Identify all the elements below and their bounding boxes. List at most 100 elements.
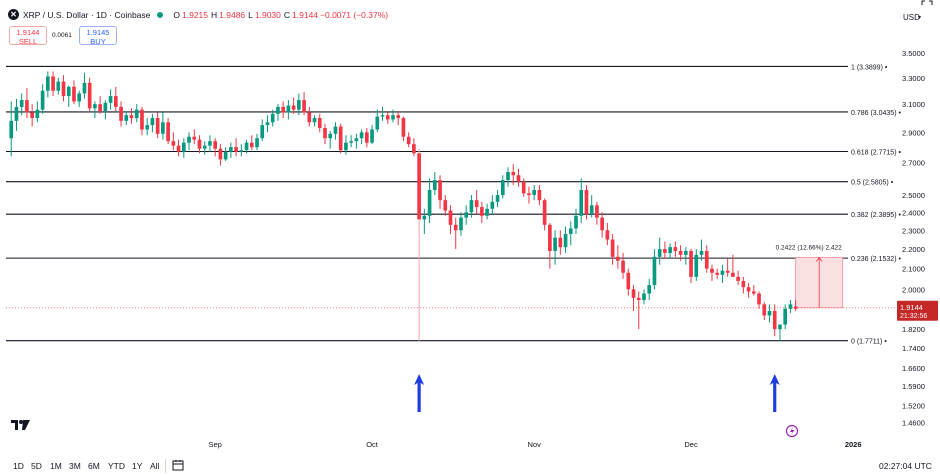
candle[interactable] (98, 96, 102, 114)
candle[interactable] (391, 109, 395, 123)
candle[interactable] (412, 138, 416, 157)
candle[interactable] (244, 139, 249, 154)
candle[interactable] (307, 106, 312, 127)
candle[interactable] (485, 203, 489, 220)
timeframe-button-5d[interactable]: 5D (31, 461, 42, 471)
candle[interactable] (553, 230, 557, 265)
candle[interactable] (731, 254, 735, 277)
candle[interactable] (715, 268, 720, 279)
candle[interactable] (459, 212, 463, 236)
candle[interactable] (751, 285, 756, 296)
candle[interactable] (710, 264, 714, 281)
candle[interactable] (417, 148, 421, 341)
symbol-header[interactable]: ✕ XRP / U.S. Dollar · 1D · Coinbase O 1.9… (8, 9, 388, 20)
candle[interactable] (542, 198, 547, 231)
candle[interactable] (40, 84, 45, 114)
candle[interactable] (432, 172, 437, 196)
candle[interactable] (579, 178, 584, 223)
candle[interactable] (704, 245, 709, 273)
candle[interactable] (35, 101, 40, 123)
candle[interactable] (145, 118, 150, 136)
candle[interactable] (51, 71, 55, 97)
candle[interactable] (359, 129, 364, 145)
candle[interactable] (694, 249, 699, 281)
candle[interactable] (9, 101, 14, 157)
candle[interactable] (385, 112, 390, 124)
candle[interactable] (108, 89, 113, 110)
candle[interactable] (537, 185, 542, 206)
timeframe-button-all[interactable]: All (150, 461, 160, 471)
candle[interactable] (218, 144, 223, 166)
candle[interactable] (574, 208, 578, 234)
candle[interactable] (354, 133, 359, 149)
candle[interactable] (689, 249, 693, 284)
candle[interactable] (333, 122, 338, 140)
candle[interactable] (338, 123, 343, 154)
candle[interactable] (124, 111, 129, 126)
candle[interactable] (192, 129, 197, 145)
candle[interactable] (548, 222, 552, 269)
candle[interactable] (61, 75, 66, 102)
candle[interactable] (532, 185, 537, 201)
candle[interactable] (474, 190, 479, 215)
candle[interactable] (401, 116, 406, 142)
candle[interactable] (46, 71, 50, 98)
sell-button[interactable]: 1.9144 SELL (9, 26, 47, 45)
candle[interactable] (663, 241, 667, 259)
candle[interactable] (626, 268, 631, 296)
candle[interactable] (14, 98, 19, 131)
candle[interactable] (239, 144, 244, 157)
timeframe-button-ytd[interactable]: YTD (108, 461, 125, 471)
candle[interactable] (270, 109, 275, 127)
candle[interactable] (746, 283, 751, 298)
candle[interactable] (302, 92, 306, 116)
fullscreen-icon[interactable] (920, 0, 934, 6)
candle[interactable] (155, 112, 160, 139)
candle[interactable] (610, 233, 615, 265)
candle[interactable] (647, 278, 652, 301)
candle[interactable] (453, 217, 458, 250)
timeframe-button-1d[interactable]: 1D (13, 461, 24, 471)
candle[interactable] (140, 106, 144, 136)
candle[interactable] (349, 135, 353, 148)
candle[interactable] (93, 101, 97, 119)
timeframe-button-1y[interactable]: 1Y (132, 461, 143, 471)
candle[interactable] (56, 77, 61, 95)
candle[interactable] (511, 164, 516, 186)
candle[interactable] (286, 100, 291, 120)
candle[interactable] (166, 118, 170, 145)
candle[interactable] (500, 175, 505, 199)
candle[interactable] (103, 100, 108, 120)
candle[interactable] (636, 291, 641, 330)
candle[interactable] (113, 86, 118, 112)
candle[interactable] (568, 221, 573, 246)
timeframe-button-6m[interactable]: 6M (88, 461, 100, 471)
candle[interactable] (317, 113, 322, 133)
candle[interactable] (616, 245, 620, 269)
candle[interactable] (119, 101, 123, 127)
candle[interactable] (506, 167, 510, 187)
candle[interactable] (202, 141, 207, 155)
candle[interactable] (229, 142, 233, 158)
candle[interactable] (364, 127, 369, 148)
candle[interactable] (30, 104, 34, 127)
chevron-down-icon[interactable]: ▾ (918, 15, 922, 21)
candle[interactable] (741, 276, 746, 294)
candle[interactable] (621, 252, 625, 279)
utc-clock[interactable]: 02:27:04 UTC (879, 461, 932, 471)
candle[interactable] (490, 195, 495, 215)
candle[interactable] (668, 243, 672, 259)
candle[interactable] (652, 249, 657, 290)
candle[interactable] (312, 115, 317, 127)
candle[interactable] (161, 112, 165, 140)
candle[interactable] (767, 304, 772, 323)
candle[interactable] (427, 178, 432, 223)
candle[interactable] (323, 123, 327, 145)
candle[interactable] (344, 135, 348, 155)
candle[interactable] (208, 135, 212, 152)
candle[interactable] (725, 258, 730, 277)
candle[interactable] (521, 178, 526, 197)
candle[interactable] (495, 190, 500, 208)
candle[interactable] (171, 132, 176, 151)
candle[interactable] (589, 195, 594, 218)
